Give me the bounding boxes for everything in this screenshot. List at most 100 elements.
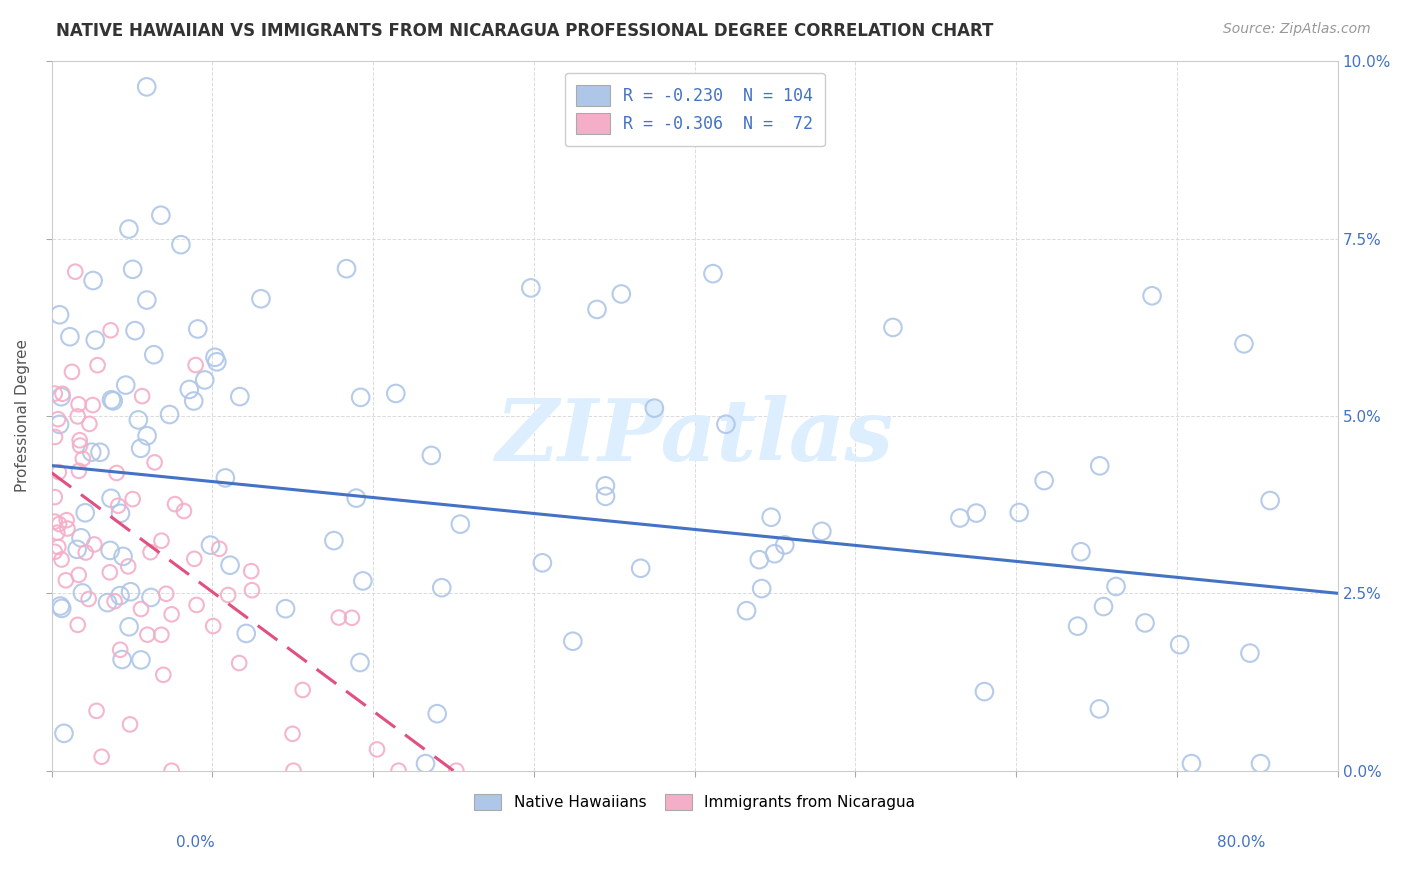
- Point: [204, 351, 226, 365]
- Point: [643, 401, 665, 416]
- Point: [350, 390, 373, 404]
- Point: [105, 466, 128, 480]
- Point: [217, 588, 239, 602]
- Point: [48, 308, 70, 322]
- Point: [283, 764, 305, 778]
- Point: [67, 567, 90, 582]
- Point: [1133, 615, 1156, 630]
- Point: [240, 564, 263, 578]
- Point: [183, 552, 205, 566]
- Point: [160, 607, 183, 622]
- Text: 80.0%: 80.0%: [1218, 836, 1265, 850]
- Point: [143, 455, 166, 469]
- Point: [49, 599, 72, 613]
- Point: [118, 717, 141, 731]
- Point: [186, 598, 208, 612]
- Point: [595, 479, 617, 493]
- Point: [129, 442, 152, 456]
- Point: [229, 390, 252, 404]
- Point: [136, 429, 159, 443]
- Point: [208, 541, 231, 556]
- Point: [46, 540, 69, 554]
- Point: [163, 497, 186, 511]
- Point: [100, 392, 122, 407]
- Point: [66, 409, 89, 424]
- Point: [60, 365, 83, 379]
- Point: [173, 504, 195, 518]
- Point: [44, 490, 66, 504]
- Point: [610, 287, 633, 301]
- Point: [51, 552, 73, 566]
- Point: [586, 302, 609, 317]
- Point: [121, 262, 143, 277]
- Point: [1168, 638, 1191, 652]
- Point: [86, 704, 108, 718]
- Point: [219, 558, 242, 573]
- Point: [159, 408, 181, 422]
- Point: [322, 533, 344, 548]
- Point: [100, 491, 122, 506]
- Point: [214, 471, 236, 485]
- Point: [1066, 619, 1088, 633]
- Point: [127, 413, 149, 427]
- Point: [1180, 756, 1202, 771]
- Point: [1258, 493, 1281, 508]
- Point: [1070, 545, 1092, 559]
- Point: [124, 324, 146, 338]
- Point: [446, 764, 468, 778]
- Text: Source: ZipAtlas.com: Source: ZipAtlas.com: [1223, 22, 1371, 37]
- Point: [82, 398, 104, 412]
- Point: [1233, 336, 1256, 351]
- Point: [72, 586, 94, 600]
- Point: [149, 208, 172, 222]
- Point: [129, 653, 152, 667]
- Point: [349, 656, 371, 670]
- Point: [240, 583, 263, 598]
- Point: [520, 281, 543, 295]
- Point: [170, 237, 193, 252]
- Point: [235, 626, 257, 640]
- Point: [142, 348, 165, 362]
- Point: [430, 581, 453, 595]
- Point: [44, 386, 66, 401]
- Point: [46, 412, 69, 426]
- Point: [415, 756, 437, 771]
- Point: [107, 499, 129, 513]
- Point: [112, 549, 135, 564]
- Point: [531, 556, 554, 570]
- Point: [44, 430, 66, 444]
- Point: [118, 222, 141, 236]
- Point: [121, 492, 143, 507]
- Point: [630, 561, 652, 575]
- Point: [44, 545, 66, 559]
- Point: [1105, 579, 1128, 593]
- Point: [55, 513, 77, 527]
- Point: [118, 620, 141, 634]
- Point: [55, 574, 77, 588]
- Point: [49, 390, 72, 404]
- Point: [98, 566, 121, 580]
- Point: [136, 628, 159, 642]
- Point: [714, 417, 737, 432]
- Point: [773, 538, 796, 552]
- Point: [152, 668, 174, 682]
- Point: [51, 601, 73, 615]
- Point: [187, 322, 209, 336]
- Point: [103, 393, 125, 408]
- Point: [1239, 646, 1261, 660]
- Point: [69, 439, 91, 453]
- Point: [77, 592, 100, 607]
- Point: [595, 489, 617, 503]
- Point: [340, 611, 363, 625]
- Point: [759, 510, 782, 524]
- Point: [202, 619, 225, 633]
- Point: [183, 394, 205, 409]
- Point: [387, 764, 409, 778]
- Point: [228, 656, 250, 670]
- Point: [1088, 702, 1111, 716]
- Point: [48, 417, 70, 432]
- Point: [1092, 599, 1115, 614]
- Point: [335, 261, 357, 276]
- Point: [75, 545, 97, 559]
- Point: [385, 386, 408, 401]
